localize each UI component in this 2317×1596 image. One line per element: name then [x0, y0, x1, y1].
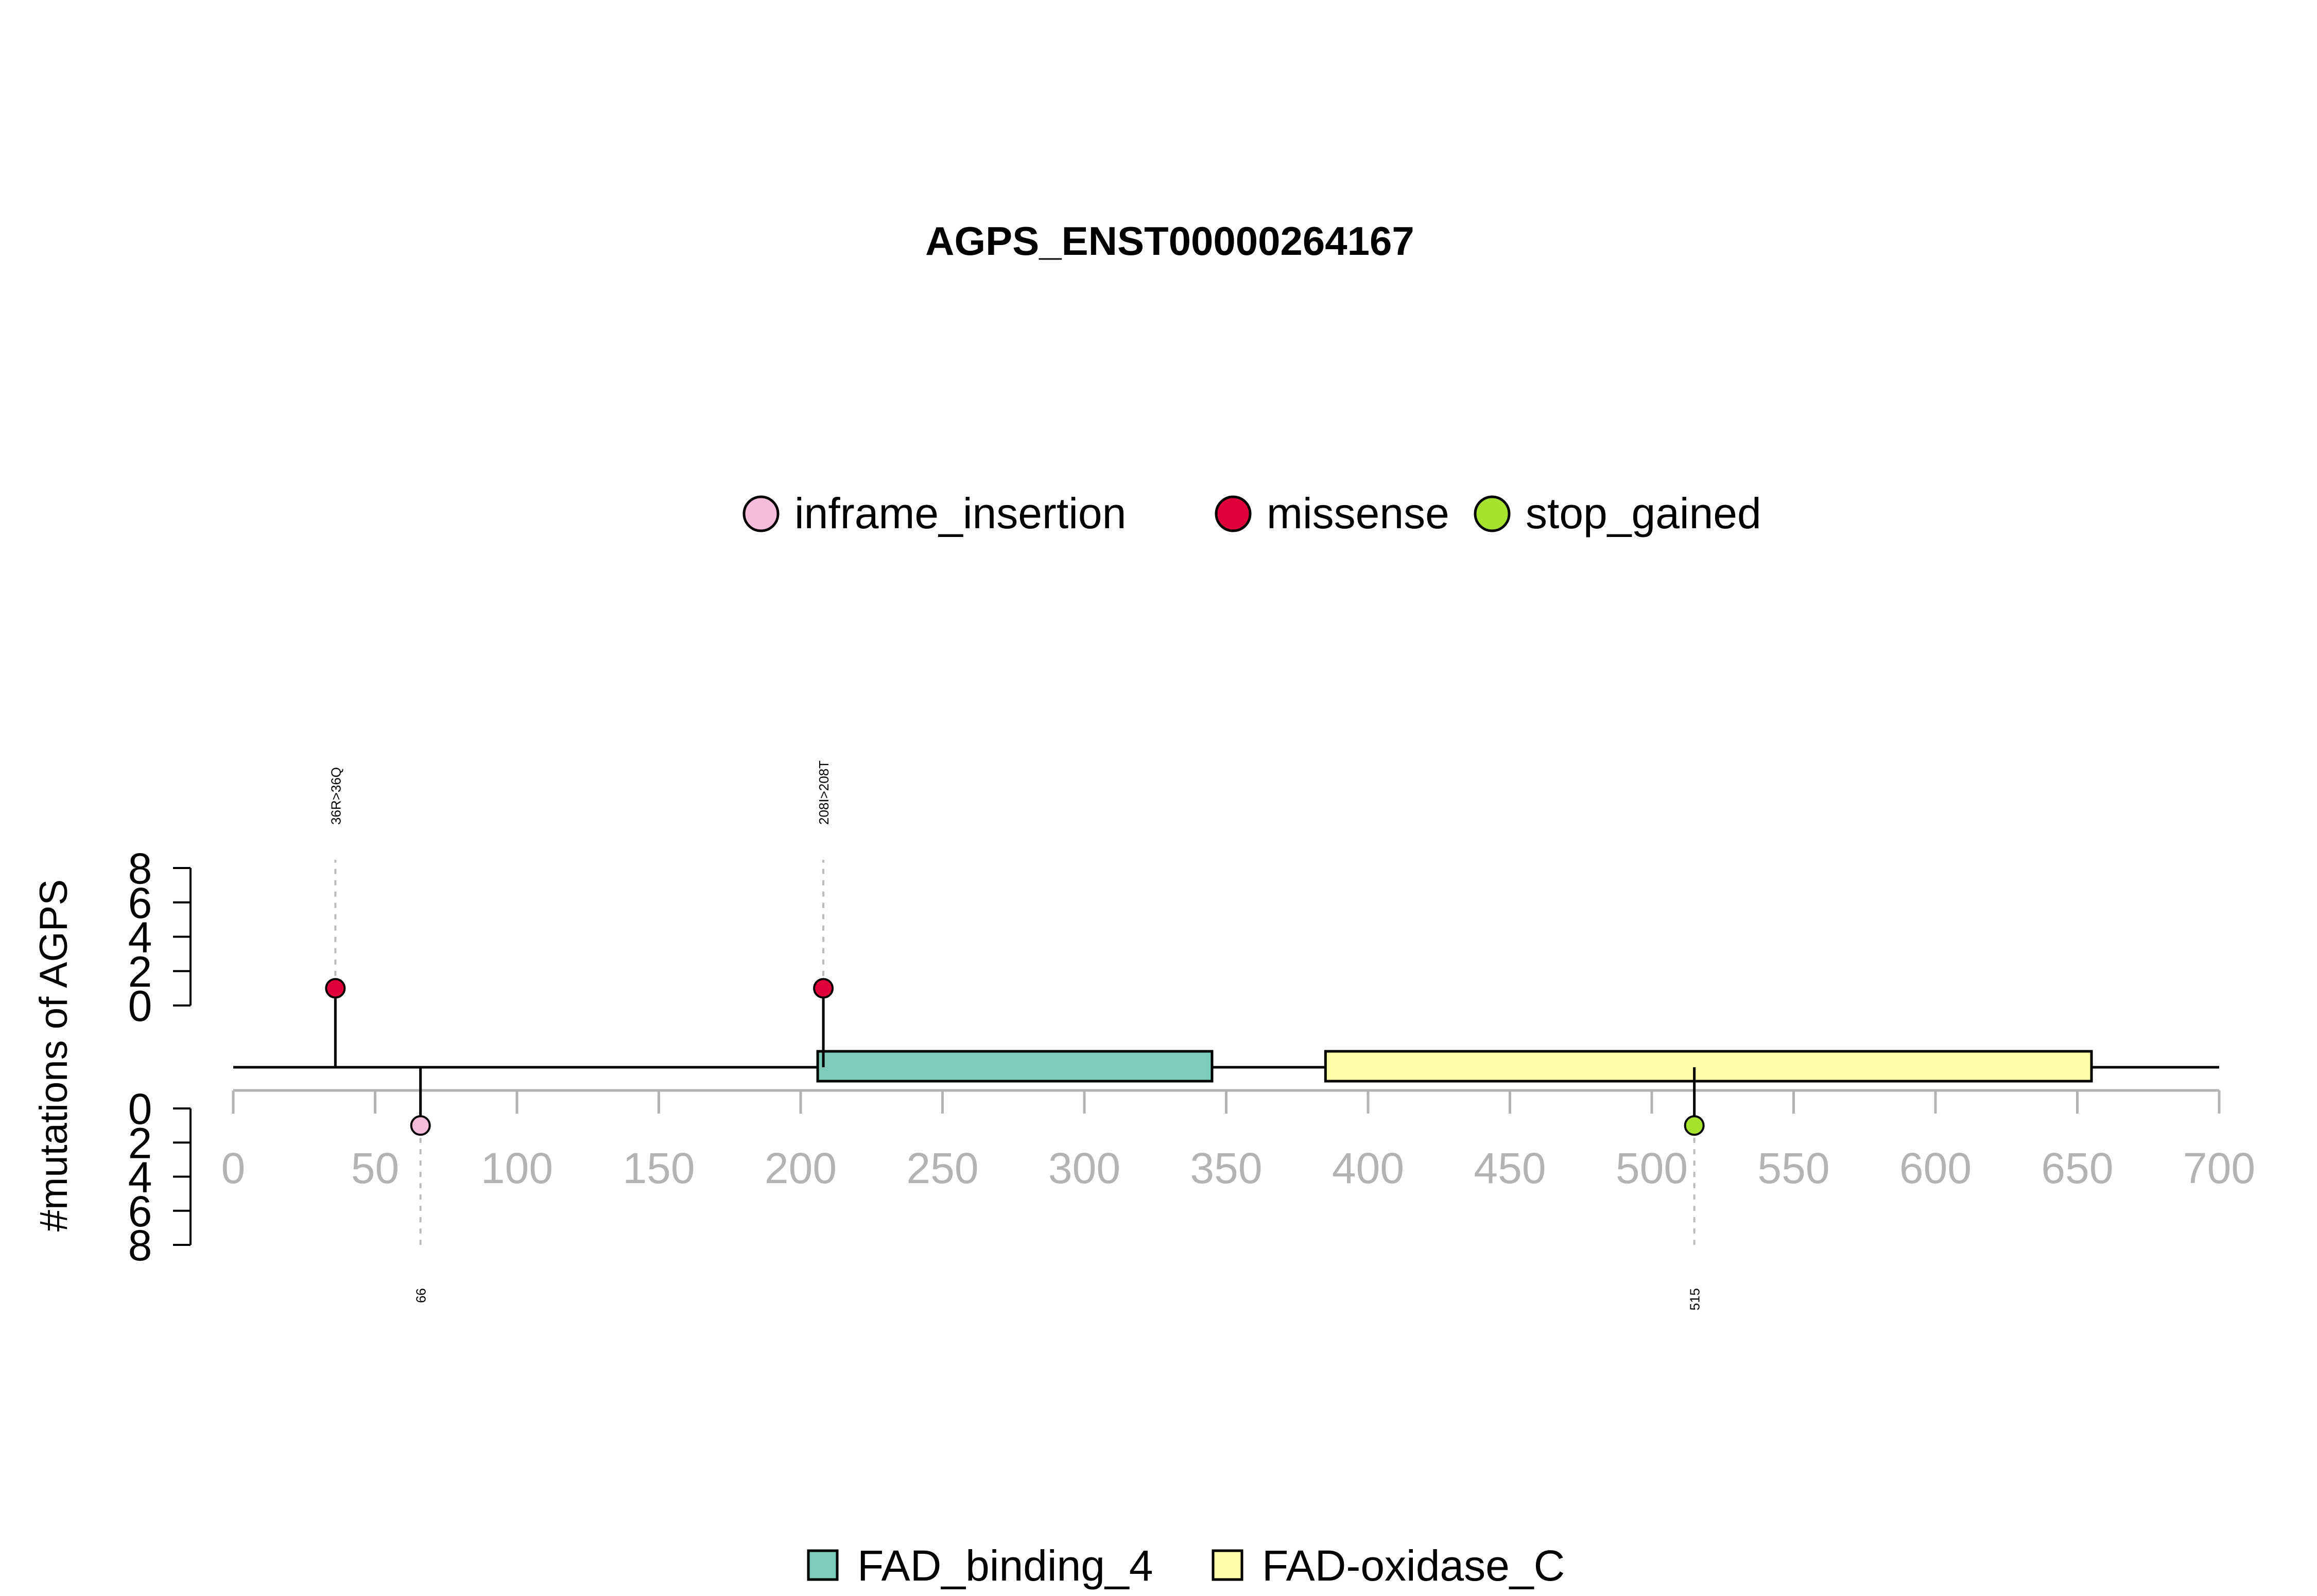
y-axis-label: #mutations of AGPS [32, 879, 76, 1231]
x-tick-label: 200 [765, 1144, 837, 1192]
domains [816, 1050, 2093, 1083]
domain-legend-label: FAD_binding_4 [857, 1541, 1153, 1590]
x-tick-label: 700 [2183, 1144, 2255, 1192]
x-tick-label: 350 [1190, 1144, 1262, 1192]
domain-legend-swatch [807, 1549, 839, 1581]
mutations: 36R>36Q 208I>208T 66 515 [325, 760, 1705, 1310]
x-tick-label: 250 [906, 1144, 978, 1192]
mutation-point [325, 978, 346, 999]
y-tick-top-label: 6 [128, 879, 152, 927]
y-tick-bottom-label: 6 [128, 1187, 152, 1236]
mutation-label: 66 [413, 1288, 429, 1303]
x-tick-label: 400 [1332, 1144, 1404, 1192]
x-tick-label: 300 [1048, 1144, 1120, 1192]
y-tick-bottom-label: 8 [128, 1221, 152, 1270]
legend-marker [1474, 495, 1511, 532]
mutation-label: 515 [1687, 1288, 1703, 1310]
domain-legend: FAD_binding_4 FAD-oxidase_C [807, 1541, 1565, 1590]
x-tick-label: 450 [1474, 1144, 1546, 1192]
x-tick-label: 0 [221, 1144, 246, 1192]
y-tick-top-label: 2 [128, 947, 152, 996]
mutation-point [813, 978, 834, 999]
x-tick-label: 550 [1757, 1144, 1829, 1192]
domain-box [816, 1050, 1214, 1083]
legend-label: missense [1267, 489, 1449, 537]
mutation-point [1684, 1115, 1705, 1136]
x-tick-label: 150 [623, 1144, 695, 1192]
x-tick-label: 50 [351, 1144, 399, 1192]
x-tick-label: 650 [2041, 1144, 2113, 1192]
chart-title: AGPS_ENST00000264167 [925, 218, 1414, 264]
mutation-label: 36R>36Q [328, 767, 343, 825]
mutation-legend: inframe_insertion missense stop_gained [742, 489, 1761, 537]
mutation-label: 208I>208T [816, 760, 832, 825]
legend-marker [1215, 495, 1252, 532]
domain-legend-label: FAD-oxidase_C [1262, 1541, 1565, 1590]
legend-label: stop_gained [1526, 489, 1761, 537]
y-tick-bottom-label: 2 [128, 1119, 152, 1167]
legend-label: inframe_insertion [794, 489, 1126, 537]
y-tick-bottom-label: 0 [128, 1085, 152, 1133]
x-tick-label: 600 [1899, 1144, 1972, 1192]
y-tick-top-label: 4 [128, 913, 152, 962]
x-tick-label: 500 [1616, 1144, 1688, 1192]
legend-marker [742, 495, 780, 532]
y-tick-bottom-label: 4 [128, 1153, 152, 1202]
domain-box [1324, 1050, 2093, 1083]
domain-legend-swatch [1212, 1549, 1243, 1581]
y-tick-top-label: 8 [128, 844, 152, 893]
y-tick-top-label: 0 [128, 982, 152, 1030]
x-tick-label: 100 [481, 1144, 553, 1192]
x-axis: 0 50 100 150 200 250 300 350 400 450 500 550 600 650 7… [221, 1089, 2255, 1192]
mutation-point [410, 1115, 431, 1136]
